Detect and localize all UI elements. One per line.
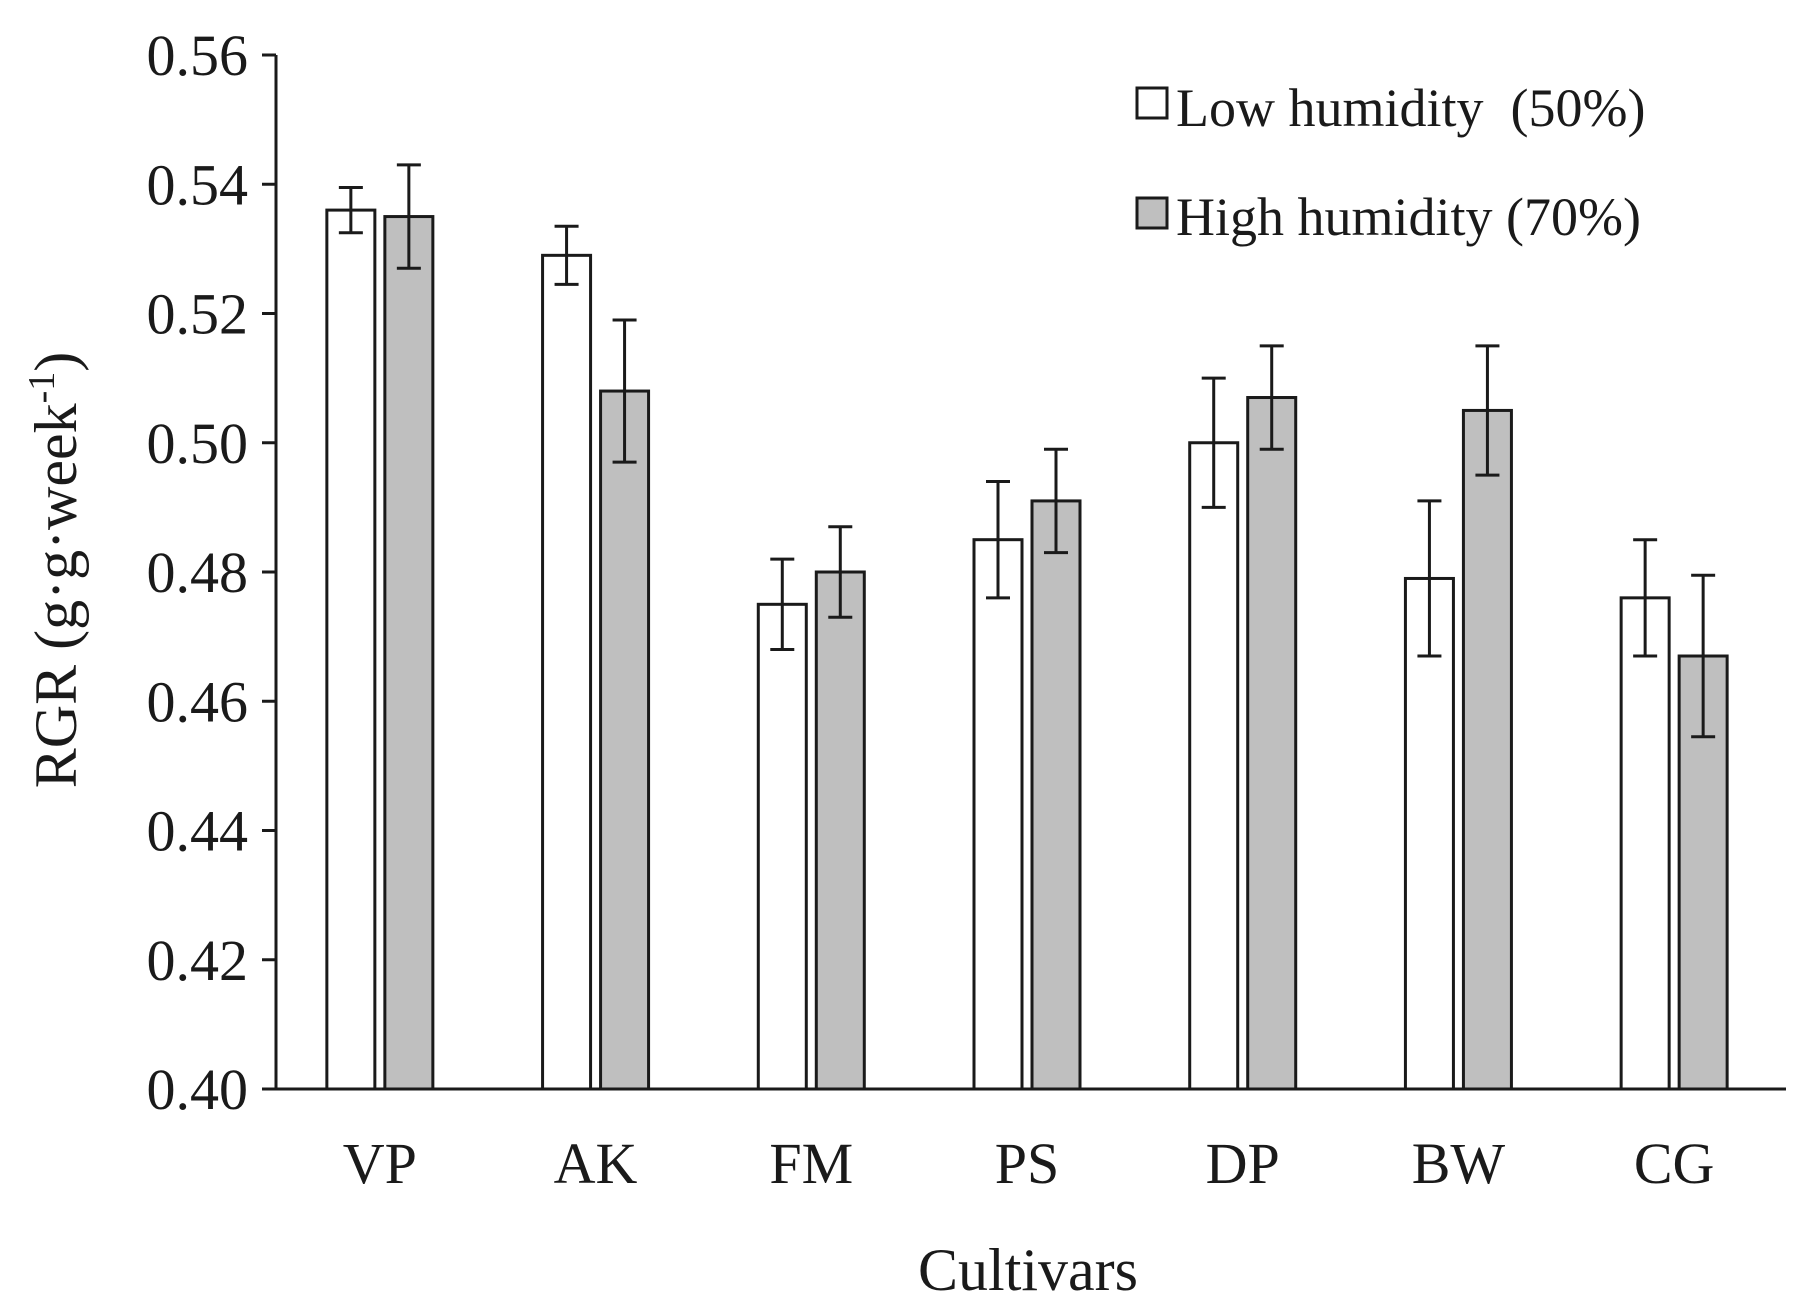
category-label-bw: BW — [1412, 1131, 1506, 1196]
error-bar-cg-low — [1633, 538, 1658, 658]
bar-ak-low — [541, 253, 593, 1091]
y-tick-label: 0.50 — [147, 411, 249, 476]
y-tick-label: 0.46 — [147, 669, 249, 734]
error-bar-dp-low — [1201, 376, 1226, 509]
y-tick-label: 0.42 — [147, 928, 249, 993]
y-tick-label: 0.40 — [147, 1057, 249, 1122]
legend-swatch-high-humidity — [1135, 196, 1169, 230]
x-axis-title: Cultivars — [918, 1237, 1138, 1303]
error-bar-fm-low — [770, 557, 795, 652]
error-bar-ps-low — [986, 480, 1010, 600]
y-tick-label: 0.52 — [147, 282, 249, 347]
category-label-cg: CG — [1634, 1131, 1715, 1196]
bar-bw-high — [1461, 408, 1513, 1091]
y-axis-title-main: RGR (g·g·week — [23, 403, 89, 788]
bar-vp-high — [383, 215, 435, 1091]
y-tick-label: 0.44 — [147, 799, 249, 864]
error-bar-bw-low — [1417, 499, 1442, 658]
bar-ps-low — [972, 538, 1024, 1091]
error-bar-ak-high — [612, 318, 637, 464]
bar-cg-low — [1619, 596, 1671, 1091]
bar-dp-high — [1246, 396, 1298, 1091]
legend-label-low-humidity: Low humidity (50%) — [1176, 78, 1645, 138]
legend-swatch-low-humidity — [1135, 86, 1169, 120]
bar-dp-low — [1188, 441, 1240, 1091]
legend-label-high-humidity: High humidity (70%) — [1176, 187, 1641, 247]
bar-ps-high — [1030, 499, 1082, 1091]
error-bars — [338, 163, 1716, 739]
y-axis-title-superscript: -1 — [21, 372, 63, 404]
bar-vp-low — [325, 208, 377, 1091]
error-bar-cg-high — [1691, 573, 1716, 739]
bar-fm-low — [756, 602, 808, 1091]
category-label-dp: DP — [1206, 1131, 1280, 1196]
bars — [325, 208, 1729, 1091]
x-axis-categories: VP AK FM PS DP BW CG — [343, 1131, 1715, 1196]
legend: Low humidity (50%) High humidity (70%) — [1135, 78, 1645, 247]
y-axis-title-close: ) — [23, 352, 89, 372]
category-label-vp: VP — [343, 1131, 417, 1196]
bar-fm-high — [814, 570, 866, 1091]
y-axis-title: RGR (g·g·week-1) — [21, 352, 89, 789]
y-tick-label: 0.56 — [147, 23, 249, 88]
error-bar-ps-high — [1044, 447, 1068, 555]
category-label-ps: PS — [995, 1131, 1060, 1196]
error-bar-fm-high — [828, 525, 853, 619]
category-label-fm: FM — [769, 1131, 853, 1196]
error-bar-ak-low — [554, 224, 579, 286]
y-tick-label: 0.54 — [147, 152, 249, 217]
y-axis-ticks: 0.40 0.42 0.44 0.46 0.48 0.50 0.52 0.54 0.56 — [147, 23, 276, 1122]
bar-ak-high — [599, 389, 651, 1091]
category-label-ak: AK — [554, 1131, 638, 1196]
error-bar-dp-high — [1259, 344, 1284, 451]
error-bar-vp-high — [396, 163, 421, 270]
error-bar-bw-high — [1475, 344, 1500, 477]
y-tick-label: 0.48 — [147, 540, 249, 605]
error-bar-vp-low — [338, 185, 363, 235]
